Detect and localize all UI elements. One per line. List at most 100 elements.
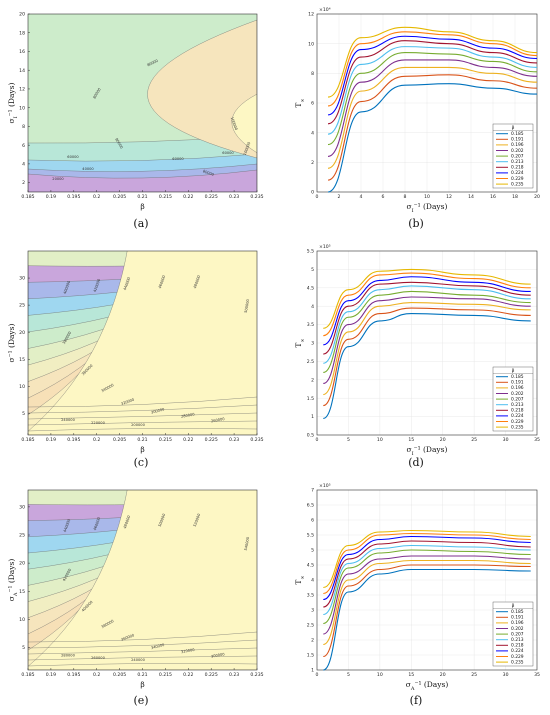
- contour-line: [28, 420, 257, 426]
- x-tick-label: 0.195: [67, 437, 80, 443]
- legend-title: β: [512, 368, 515, 374]
- x-tick-label: 0.225: [205, 672, 218, 678]
- x-tick-label: 0.195: [67, 672, 80, 678]
- legend-entry: 0.191: [511, 137, 524, 143]
- legend-entry: 0.218: [511, 165, 524, 171]
- x-tick-label: 0.19: [46, 194, 56, 200]
- y-tick-label: 6: [311, 518, 314, 524]
- x-tick-label: 6: [382, 194, 385, 200]
- contour-label: 360000: [121, 633, 136, 642]
- legend: β0.1850.1910.1960.2020.2070.2130.2180.22…: [492, 601, 534, 667]
- caption-f: (f): [409, 694, 423, 707]
- y-tick-label: 5: [311, 548, 314, 554]
- x-tick-label: 0.205: [113, 194, 126, 200]
- x-tick-label: 30: [503, 672, 509, 678]
- caption-a: (a): [133, 217, 149, 230]
- y-tick-label: 4.5: [307, 563, 314, 569]
- contour-label: 480000: [123, 514, 132, 529]
- y-tick-label: 10: [19, 384, 25, 390]
- plot-frame: [316, 13, 538, 193]
- series-line-0.207: [327, 52, 538, 146]
- axis-exponent: ×10⁵: [319, 483, 331, 489]
- x-tick-label: 5: [347, 672, 350, 678]
- y-tick-label: 8: [311, 71, 314, 77]
- y-tick-label: 5.5: [307, 533, 314, 539]
- legend-entry: 0.202: [511, 148, 524, 154]
- x-tick-label: 0.22: [183, 672, 193, 678]
- series-line-0.213: [327, 46, 538, 135]
- y-axis-label: σ⁻¹ (Days): [7, 323, 16, 362]
- y-tick-label: 0: [311, 190, 314, 196]
- y-tick-label: 6: [311, 101, 314, 107]
- x-tick-label: 2: [338, 194, 341, 200]
- y-axis-label: T∞: [294, 338, 306, 347]
- contour-plot-area: [27, 13, 258, 193]
- legend-entry: 0.224: [511, 170, 524, 176]
- x-tick-label: 15: [408, 672, 414, 678]
- axis-exponent: ×10⁴: [319, 7, 331, 13]
- x-tick-label: 0.23: [229, 437, 239, 443]
- series-lines: [323, 529, 531, 671]
- chart-d: 0 5 10 15 20 25 30 35 0.5 1 1.5 2 2.5 3 3.5 4 4.5 5 5.5 ×10…: [275, 243, 550, 471]
- legend-entry: 0.196: [511, 142, 524, 148]
- contour-label: 540000: [244, 536, 250, 551]
- series-line-0.224: [323, 276, 531, 346]
- x-tick-label: 8: [404, 194, 407, 200]
- legend-entry: 0.235: [511, 181, 524, 187]
- series-line-0.202: [323, 555, 531, 635]
- y-tick-label: 2.5: [307, 623, 314, 629]
- x-axis-label: β: [140, 680, 144, 689]
- legend: β0.1850.1910.1960.2020.2070.2130.2180.22…: [492, 366, 534, 432]
- legend-entry: 0.213: [511, 402, 524, 408]
- contour-label: 440000: [123, 276, 132, 291]
- contour-label: 280000: [61, 654, 75, 658]
- x-tick-label: 0.23: [229, 194, 239, 200]
- series-line-0.207: [323, 549, 531, 625]
- x-tick-label: 0.235: [250, 437, 263, 443]
- x-tick-label: 25: [471, 437, 477, 443]
- y-axis-label: σA⁻¹ (Days): [7, 559, 19, 602]
- legend: β0.1850.1910.1960.2020.2070.2130.2180.22…: [492, 123, 534, 189]
- legend-entry: 0.229: [511, 419, 524, 425]
- x-axis-label: β: [140, 445, 144, 454]
- x-tick-label: 12: [446, 194, 452, 200]
- y-tick-label: 4.5: [307, 285, 314, 291]
- chart-c-svg: 400000 420000 440000 460000 480000 500000 3800…: [7, 250, 264, 454]
- chart-f: 0 5 10 15 20 25 30 35 1 1.5 2 2.5 3 3.5 4 4.5 5 5.5 6 6.5 7 ×…: [275, 482, 550, 707]
- y-tick-label: 20: [19, 561, 25, 567]
- x-tick-label: 0.19: [46, 672, 56, 678]
- contour-label: 300000: [151, 407, 166, 415]
- series-line-0.196: [323, 301, 531, 396]
- contour-label: 420000: [93, 278, 102, 293]
- contour-label: 280000: [181, 412, 196, 418]
- contour-label: 60000: [172, 157, 184, 161]
- legend-entry: 0.191: [511, 380, 524, 386]
- plot-frame: [316, 250, 538, 436]
- x-tick-label: 4: [360, 194, 363, 200]
- caption-c: (c): [133, 456, 149, 469]
- x-tick-label: 0.21: [137, 437, 147, 443]
- x-tick-label: 18: [512, 194, 518, 200]
- caption-b: (b): [408, 217, 424, 230]
- y-axis-label: T∞: [294, 98, 306, 107]
- legend-entry: 0.207: [511, 396, 524, 402]
- contour-fills: [28, 14, 257, 192]
- contour-line: [28, 639, 257, 649]
- contour-label: 340000: [151, 643, 166, 651]
- x-tick-label: 35: [534, 672, 540, 678]
- y-tick-label: 6.5: [307, 503, 314, 509]
- contour-label: 100000: [243, 141, 252, 156]
- contour-label: 340000: [101, 383, 115, 394]
- series-line-0.224: [323, 535, 531, 601]
- y-tick-label: 0.5: [307, 433, 314, 439]
- series-line-0.202: [327, 59, 538, 157]
- y-tick-label: 14: [19, 68, 25, 74]
- series-line-0.196: [327, 66, 538, 169]
- x-tick-label: 10: [377, 672, 383, 678]
- x-tick-label: 0.2: [93, 437, 100, 443]
- contour-labels: 20000 40000 60000 60000 60000 80000 80000 80000…: [52, 59, 251, 181]
- contour-band: [28, 490, 257, 670]
- contour-label: 100000: [230, 117, 239, 132]
- legend-entry: 0.196: [511, 620, 524, 626]
- x-tick-label: 0.225: [205, 437, 218, 443]
